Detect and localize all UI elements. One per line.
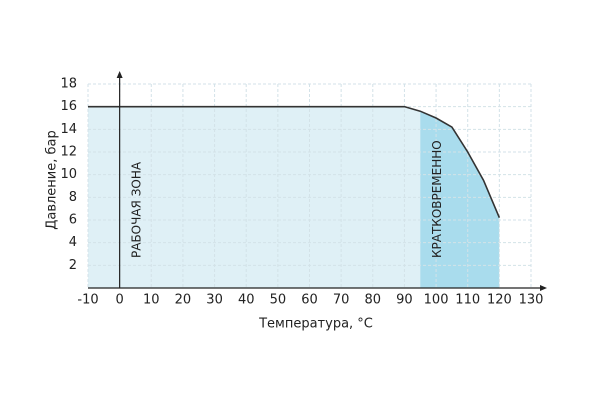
- x-tick-label: 110: [455, 293, 480, 308]
- y-axis-label: Давление, бар: [45, 130, 60, 230]
- x-tick-label: 20: [175, 293, 192, 308]
- x-tick-label: 0: [116, 293, 124, 308]
- zone-label: КРАТКОВРЕМЕННО: [430, 140, 444, 258]
- x-axis-arrow: [540, 285, 547, 291]
- x-tick-label: 10: [143, 293, 160, 308]
- y-tick-label: 18: [60, 77, 77, 92]
- line: [88, 105, 501, 219]
- y-tick-label: 14: [60, 122, 77, 137]
- y-tick-label: 8: [69, 190, 77, 205]
- x-tick-label: 130: [519, 293, 544, 308]
- x-tick-label: 100: [424, 293, 449, 308]
- x-axis-label: Температура, °С: [258, 317, 373, 332]
- y-tick-label: 6: [69, 213, 77, 228]
- y-axis-arrow: [116, 71, 123, 78]
- x-tick-label: 90: [396, 293, 413, 308]
- x-tick-label: 60: [301, 293, 318, 308]
- x-tick-label: 40: [238, 293, 255, 308]
- zone-fill: [420, 111, 500, 288]
- x-tick-label: 80: [365, 293, 382, 308]
- x-tick-label: 30: [206, 293, 223, 308]
- x-tick-label: -10: [77, 293, 98, 308]
- y-tick-label: 16: [60, 99, 77, 114]
- x-tick-label: 70: [333, 293, 350, 308]
- x-tick-label: 120: [487, 293, 512, 308]
- y-tick-label: 12: [60, 145, 77, 160]
- y-tick-label: 2: [69, 258, 77, 273]
- x-tick-label: 50: [270, 293, 287, 308]
- y-tick-label: 4: [69, 235, 77, 250]
- zone-label: РАБОЧАЯ ЗОНА: [130, 161, 144, 258]
- y-tick-label: 10: [60, 167, 77, 182]
